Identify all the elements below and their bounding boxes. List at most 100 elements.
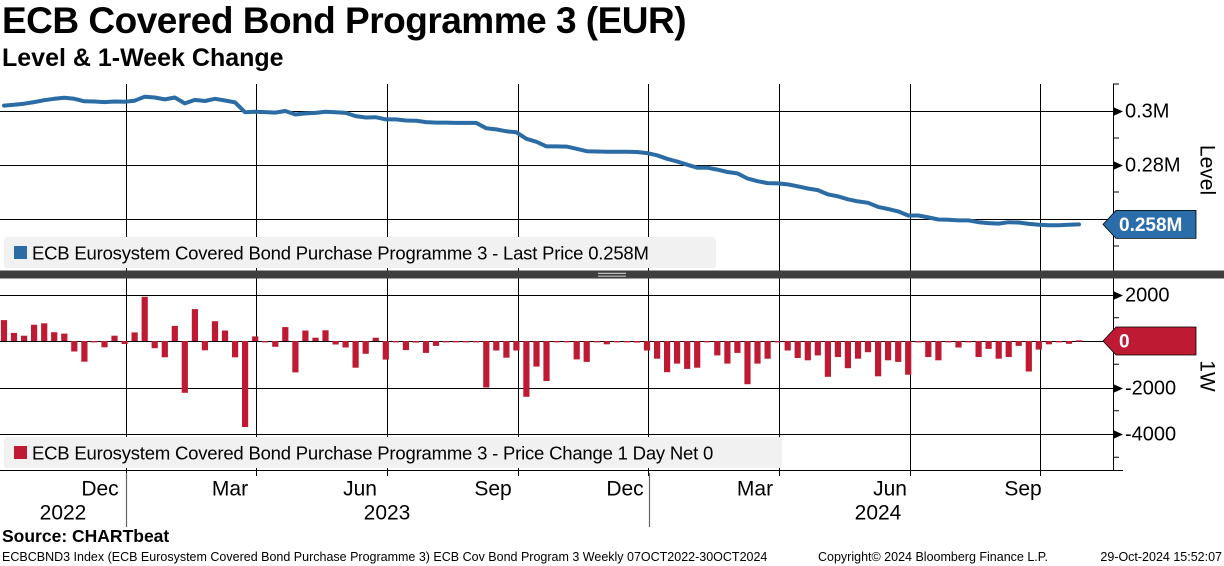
change-bar <box>61 333 68 341</box>
change-bar <box>995 341 1002 359</box>
change-bar <box>181 341 188 393</box>
change-bar <box>885 341 892 361</box>
legend-level-label: ECB Eurosystem Covered Bond Purchase Pro… <box>32 243 649 264</box>
change-bar <box>121 341 128 344</box>
change-bar <box>935 341 942 361</box>
change-bar <box>402 341 409 351</box>
legend-level: ECB Eurosystem Covered Bond Purchase Pro… <box>4 237 716 268</box>
level-axis-title: Level <box>1196 145 1219 195</box>
change-bar <box>161 341 168 358</box>
change-bar <box>734 341 741 353</box>
x-month-label: Sep <box>474 478 511 501</box>
change-bar <box>985 341 992 349</box>
change-bar <box>824 341 831 377</box>
change-bar <box>1025 341 1032 372</box>
change-bar <box>674 341 681 364</box>
change-bar <box>101 341 108 348</box>
change-bar <box>573 341 580 360</box>
x-month-label: Jun <box>873 478 907 501</box>
x-year-label: 2024 <box>855 502 902 525</box>
change-bar <box>503 341 510 358</box>
change-bar <box>51 332 58 341</box>
change-bar <box>774 341 781 343</box>
change-bar <box>764 341 771 359</box>
footer-datetime: 29-Oct-2024 15:52:07 <box>1100 550 1222 564</box>
change-bar <box>453 341 460 343</box>
level-line <box>2 94 1081 228</box>
change-ytick-label: -4000 <box>1125 424 1176 446</box>
footer-copyright: Copyright© 2024 Bloomberg Finance L.P. <box>818 550 1048 564</box>
x-month-label: Mar <box>212 478 248 501</box>
change-bar <box>292 341 299 373</box>
change-bar <box>262 341 269 343</box>
change-bar <box>1055 341 1062 343</box>
change-bar <box>81 341 88 362</box>
change-bar <box>523 341 530 397</box>
legend-change: ECB Eurosystem Covered Bond Purchase Pro… <box>4 437 782 468</box>
change-bar <box>724 341 731 364</box>
change-ytick-label: -2000 <box>1125 378 1176 400</box>
change-bar <box>1035 341 1042 350</box>
change-bar <box>1075 340 1083 342</box>
change-gridlines: 2000 -2000 -4000 <box>0 285 1176 458</box>
level-last-price-tag: 0.258M <box>1102 210 1197 239</box>
change-bar <box>905 341 912 375</box>
legend-change-label: ECB Eurosystem Covered Bond Purchase Pro… <box>32 443 713 464</box>
change-bar <box>141 296 148 341</box>
change-bar <box>533 341 540 367</box>
change-bar <box>543 341 550 381</box>
change-bar <box>463 341 470 343</box>
change-bar <box>784 341 791 351</box>
level-gridlines: 0.3M 0.28M <box>0 83 1181 247</box>
change-bar <box>21 335 28 341</box>
change-bar <box>332 341 339 345</box>
change-bar <box>814 341 821 356</box>
change-bar <box>211 321 219 341</box>
change-bar <box>342 341 349 348</box>
change-bar <box>31 324 38 341</box>
change-bar <box>10 332 18 341</box>
change-bar <box>131 332 138 341</box>
change-bar <box>362 341 369 354</box>
change-bar <box>483 341 490 388</box>
svg-text:0.258M: 0.258M <box>1119 215 1182 236</box>
change-bar <box>925 341 932 357</box>
change-bar <box>864 341 872 353</box>
panel-divider[interactable] <box>0 270 1224 279</box>
change-bar <box>191 309 198 341</box>
change-bar <box>252 336 259 342</box>
change-bar <box>201 341 208 351</box>
change-bar <box>392 341 399 343</box>
change-bar <box>352 341 359 368</box>
change-bar <box>654 341 661 359</box>
footer-ticker-info: ECBCBND3 Index (ECB Eurosystem Covered B… <box>2 550 768 564</box>
x-month-label: Mar <box>737 478 773 501</box>
change-bar <box>593 341 600 343</box>
change-bar <box>41 323 48 341</box>
change-bar <box>583 341 590 362</box>
change-ytick-label: 2000 <box>1125 285 1170 307</box>
legend-level-swatch <box>14 246 27 259</box>
change-bar <box>744 341 751 385</box>
change-bar <box>955 341 962 348</box>
x-year-label: 2023 <box>364 502 411 525</box>
change-bar <box>232 341 239 358</box>
x-month-label: Sep <box>1004 478 1041 501</box>
level-ytick-label: 0.3M <box>1125 101 1169 123</box>
change-bar <box>1015 341 1022 346</box>
change-bar <box>372 337 379 341</box>
source-label: Source: CHARTbeat <box>2 526 170 546</box>
change-bar <box>1005 341 1012 357</box>
change-bar <box>915 341 922 343</box>
change-bar <box>1065 341 1073 344</box>
change-bar <box>412 341 419 343</box>
change-bar <box>854 341 862 359</box>
x-month-label: Dec <box>81 478 118 501</box>
change-bar <box>282 327 289 341</box>
change-bar <box>312 337 319 341</box>
change-axis-title: 1W <box>1196 360 1219 392</box>
change-bar <box>875 341 882 377</box>
change-bar <box>794 341 801 358</box>
